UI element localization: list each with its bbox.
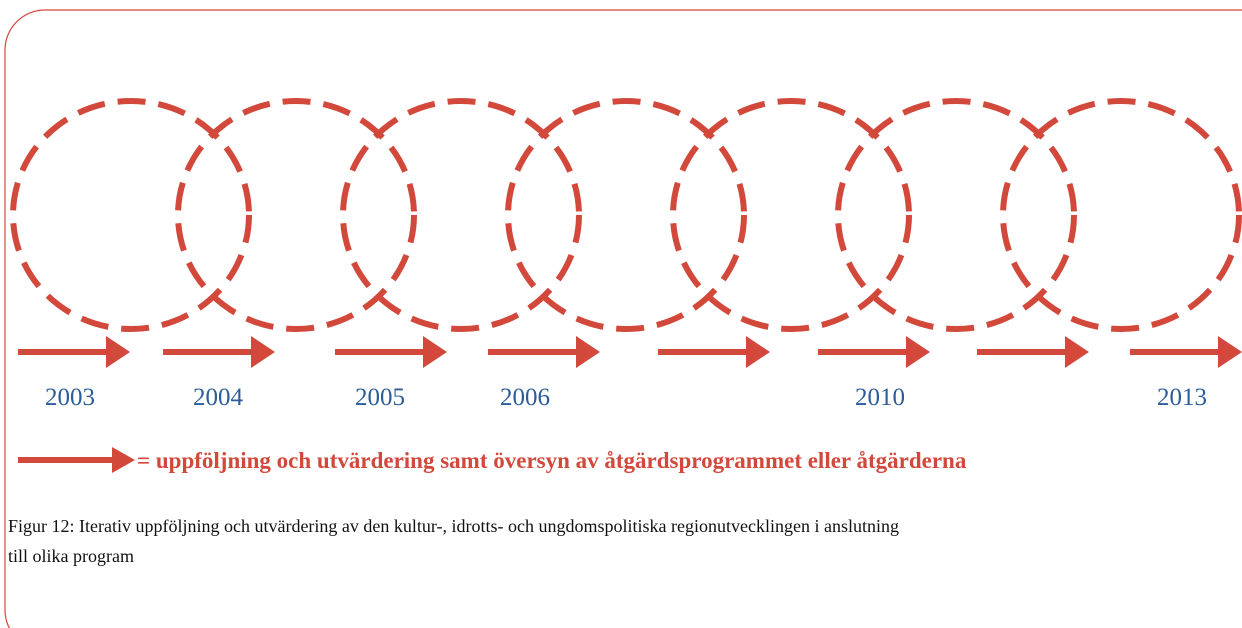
dashed-circle (1000, 98, 1242, 332)
frame (4, 9, 1242, 628)
arrow-head (1065, 336, 1089, 368)
year-label: 2004 (193, 384, 244, 411)
dashed-circle (10, 98, 252, 332)
caption-line: Figur 12: Iterativ uppföljning och utvär… (8, 516, 899, 536)
dashed-circle (340, 98, 582, 332)
dashed-circle (175, 98, 417, 332)
arrow-head (576, 336, 600, 368)
year-label: 2006 (500, 384, 550, 411)
dashed-circle (670, 98, 912, 332)
arrow-head (251, 336, 275, 368)
arrow-head (423, 336, 447, 368)
legend: = uppföljning och utvärdering samt övers… (18, 447, 967, 473)
cycle-circles (10, 98, 1242, 332)
legend-text: = uppföljning och utvärdering samt övers… (137, 448, 967, 473)
arrow-head (106, 336, 130, 368)
year-label: 2003 (45, 384, 95, 411)
arrow-head (1218, 336, 1242, 368)
dashed-circle (835, 98, 1077, 332)
dashed-circle (505, 98, 747, 332)
legend-arrow-head (112, 447, 135, 473)
caption-line: till olika program (8, 546, 134, 566)
arrows: 2003 2004 2005 2006 2010 2013 (18, 336, 1242, 411)
year-label: 2010 (855, 384, 905, 411)
year-label: 2005 (355, 384, 405, 411)
arrow-head (746, 336, 770, 368)
arrow-head (906, 336, 930, 368)
year-label: 2013 (1157, 384, 1207, 411)
